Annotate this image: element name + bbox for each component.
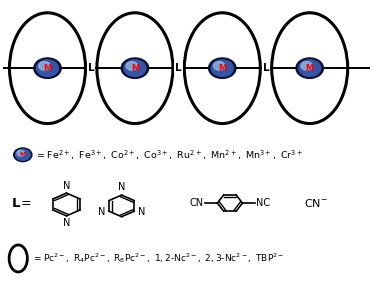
Circle shape	[214, 62, 225, 70]
Circle shape	[17, 151, 25, 156]
Text: NC: NC	[256, 198, 270, 208]
Text: M: M	[43, 64, 52, 73]
Text: N: N	[118, 182, 125, 192]
Circle shape	[301, 62, 312, 70]
Text: N: N	[63, 218, 70, 228]
Text: $\mathsf{= Fe^{2+},\ Fe^{3+},\ Co^{2+},\ Co^{3+},\ Ru^{2+},\ Mn^{2+},\ Mn^{3+},\: $\mathsf{= Fe^{2+},\ Fe^{3+},\ Co^{2+},\…	[35, 148, 303, 162]
Text: M: M	[131, 64, 139, 73]
Text: CN: CN	[190, 198, 204, 208]
Circle shape	[296, 58, 323, 78]
Circle shape	[121, 58, 149, 78]
Circle shape	[39, 62, 50, 70]
Text: L: L	[263, 63, 269, 73]
Circle shape	[209, 58, 236, 78]
Text: L: L	[88, 63, 95, 73]
Circle shape	[124, 60, 146, 76]
Text: $\mathbf{L}$: $\mathbf{L}$	[11, 197, 21, 210]
Text: $\mathrm{= Pc^{2-},\ R_4Pc^{2-},\ R_8Pc^{2-},\ 1,2\text{-}Nc^{2-},\ 2,3\text{-}N: $\mathrm{= Pc^{2-},\ R_4Pc^{2-},\ R_8Pc^…	[32, 252, 284, 265]
Text: N: N	[63, 181, 70, 191]
Text: $\mathrm{CN^{-}}$: $\mathrm{CN^{-}}$	[304, 197, 328, 209]
Circle shape	[211, 60, 233, 76]
Circle shape	[16, 149, 30, 160]
Circle shape	[299, 60, 321, 76]
Text: =: =	[21, 197, 31, 210]
Text: M: M	[306, 64, 314, 73]
Text: M: M	[20, 152, 26, 157]
Circle shape	[14, 148, 32, 162]
Circle shape	[126, 62, 138, 70]
Text: M: M	[218, 64, 226, 73]
Text: N: N	[138, 207, 145, 217]
Circle shape	[34, 58, 61, 78]
Circle shape	[36, 60, 59, 76]
Text: N: N	[98, 207, 105, 217]
Text: L: L	[175, 63, 182, 73]
